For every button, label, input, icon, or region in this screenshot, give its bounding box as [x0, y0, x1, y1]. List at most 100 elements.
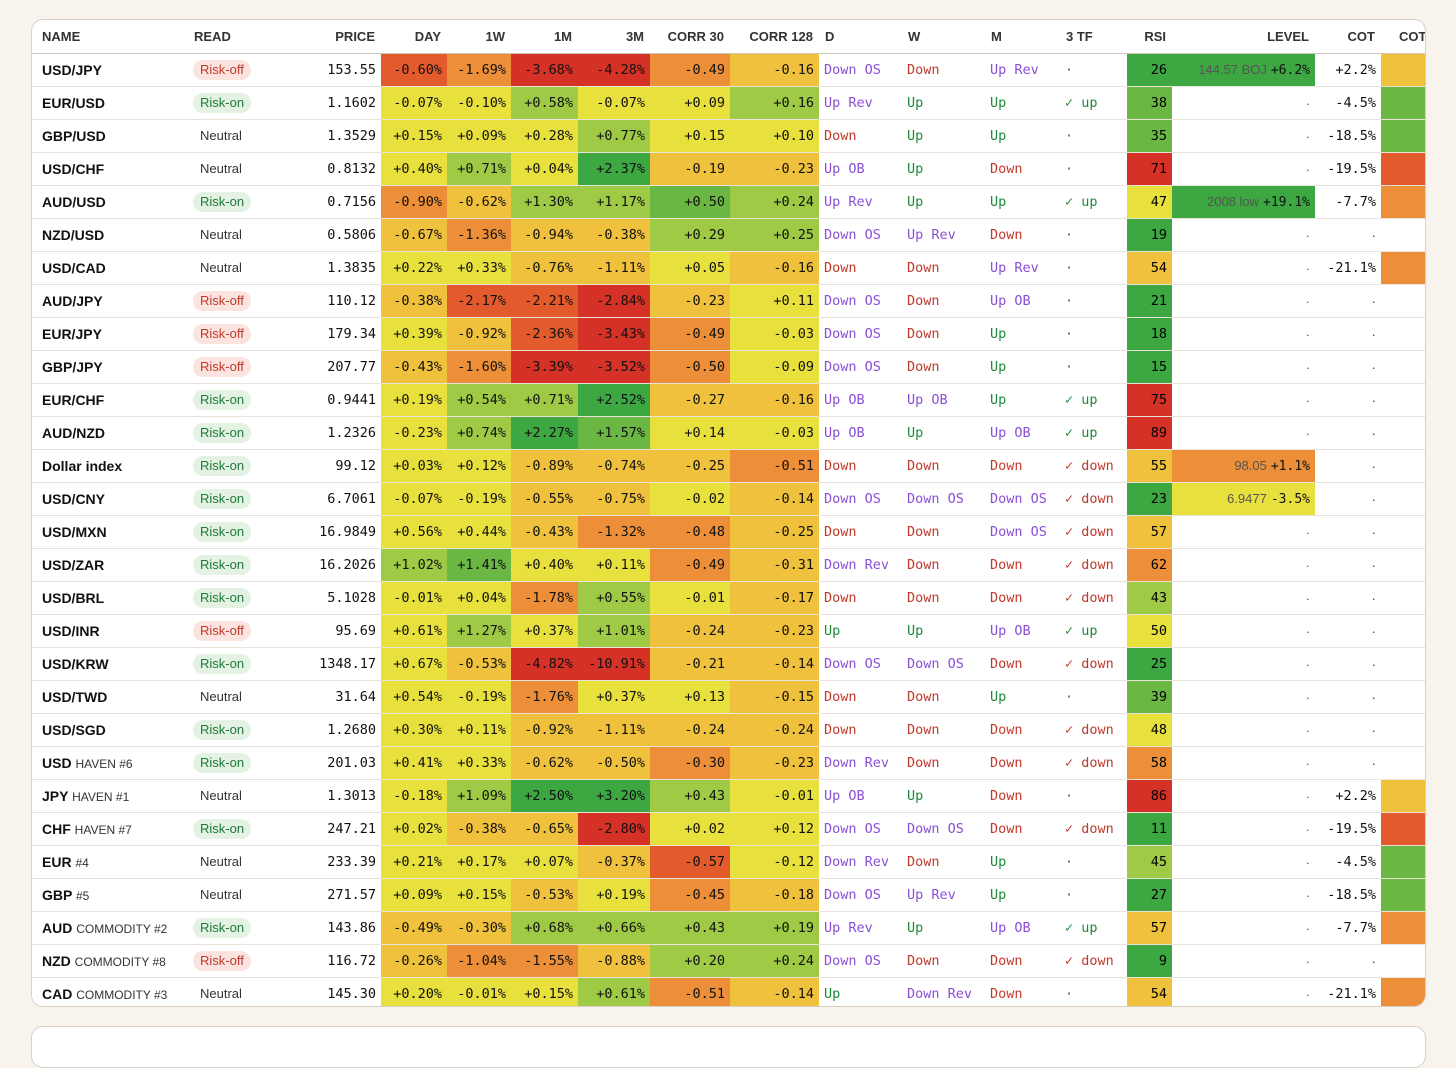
- cot-cell: -19.5%: [1315, 812, 1381, 846]
- col-header-3m[interactable]: 3M: [578, 20, 650, 54]
- pair-rank-label: HAVEN #7: [74, 823, 132, 837]
- level-pct: ·: [1305, 392, 1310, 408]
- col-header-level[interactable]: LEVEL: [1172, 20, 1315, 54]
- 3month-change-cell: +0.19%: [578, 878, 650, 912]
- col-header-3-tf[interactable]: 3 TF: [1060, 20, 1127, 54]
- table-row[interactable]: USD/ZAR Risk-on 16.2026 +1.02% +1.41% +0.40% +…: [32, 548, 1425, 582]
- pair-name[interactable]: USD/KRW: [32, 647, 188, 681]
- pair-name[interactable]: GBP/JPY: [32, 350, 188, 384]
- col-header-price[interactable]: PRICE: [266, 20, 381, 54]
- pair-name-label: GBP/JPY: [42, 359, 103, 375]
- pair-name[interactable]: EUR/CHF: [32, 383, 188, 417]
- col-header-corr-128[interactable]: CORR 128: [730, 20, 819, 54]
- col-header-m[interactable]: M: [985, 20, 1060, 54]
- pair-name[interactable]: AUD COMMODITY #2: [32, 911, 188, 945]
- price-cell: 1.3013: [266, 779, 381, 813]
- cot-pct-cell: ·: [1381, 581, 1425, 615]
- table-row[interactable]: GBP/USD Neutral 1.3529 +0.15% +0.09% +0.28% +0…: [32, 119, 1425, 153]
- corr128-cell: +0.10: [730, 119, 819, 153]
- corr128-cell: -0.25: [730, 515, 819, 549]
- table-row[interactable]: EUR #4 Neutral 233.39 +0.21% +0.17% +0.07% -0.…: [32, 845, 1425, 879]
- month-change-cell: -2.36%: [511, 317, 578, 351]
- pair-name[interactable]: USD/CAD: [32, 251, 188, 285]
- table-row[interactable]: AUD COMMODITY #2 Risk-on 143.86 -0.49% -0.30…: [32, 911, 1425, 945]
- table-row[interactable]: JPY HAVEN #1 Neutral 1.3013 -0.18% +1.09% +2.…: [32, 779, 1425, 813]
- table-row[interactable]: USD/CHF Neutral 0.8132 +0.40% +0.71% +0.04% +2…: [32, 152, 1425, 186]
- monthly-trend-cell: Up OB: [985, 416, 1060, 450]
- read-cell: Risk-on: [188, 86, 266, 120]
- level-pct: ·: [1305, 887, 1310, 903]
- pair-name[interactable]: USD/JPY: [32, 53, 188, 87]
- 3month-change-cell: -0.88%: [578, 944, 650, 978]
- pair-name[interactable]: NZD COMMODITY #8: [32, 944, 188, 978]
- pair-name[interactable]: USD/INR: [32, 614, 188, 648]
- table-row[interactable]: USD/JPY Risk-off 153.55 -0.60% -1.69% -3.68% -…: [32, 53, 1425, 87]
- pair-name[interactable]: USD/ZAR: [32, 548, 188, 582]
- col-header-cot[interactable]: COT: [1315, 20, 1381, 54]
- pair-name[interactable]: AUD/NZD: [32, 416, 188, 450]
- pair-name[interactable]: USD/MXN: [32, 515, 188, 549]
- level-pct: -3.5%: [1270, 492, 1310, 507]
- table-row[interactable]: USD/KRW Risk-on 1348.17 +0.67% -0.53% -4.82% -…: [32, 647, 1425, 681]
- pair-name[interactable]: CHF HAVEN #7: [32, 812, 188, 846]
- pair-name[interactable]: USD/CHF: [32, 152, 188, 186]
- table-row[interactable]: USD/CNY Risk-on 6.7061 -0.07% -0.19% -0.55% -0…: [32, 482, 1425, 516]
- pair-name[interactable]: EUR/USD: [32, 86, 188, 120]
- col-header-cot-pct[interactable]: COT PCT: [1381, 20, 1425, 54]
- col-header-day[interactable]: DAY: [381, 20, 447, 54]
- pair-name[interactable]: AUD/JPY: [32, 284, 188, 318]
- table-row[interactable]: EUR/USD Risk-on 1.1602 -0.07% -0.10% +0.58% -0…: [32, 86, 1425, 120]
- col-header-name[interactable]: NAME: [32, 20, 188, 54]
- day-change-cell: +0.67%: [381, 647, 447, 681]
- table-row[interactable]: Dollar index Risk-on 99.12 +0.03% +0.12% -0.8…: [32, 449, 1425, 483]
- pair-name[interactable]: USD/CNY: [32, 482, 188, 516]
- table-row[interactable]: AUD/NZD Risk-on 1.2326 -0.23% +0.74% +2.27% +1…: [32, 416, 1425, 450]
- pair-name[interactable]: CAD COMMODITY #3: [32, 978, 188, 1007]
- table-row[interactable]: AUD/JPY Risk-off 110.12 -0.38% -2.17% -2.21% -…: [32, 284, 1425, 318]
- table-row[interactable]: NZD COMMODITY #8 Risk-off 116.72 -0.26% -1.0…: [32, 944, 1425, 978]
- table-row[interactable]: USD/MXN Risk-on 16.9849 +0.56% +0.44% -0.43% -…: [32, 515, 1425, 549]
- pair-name[interactable]: USD/TWD: [32, 680, 188, 714]
- week-change-cell: -2.17%: [447, 284, 511, 318]
- pair-name[interactable]: USD/BRL: [32, 581, 188, 615]
- table-row[interactable]: USD/TWD Neutral 31.64 +0.54% -0.19% -1.76% +0.…: [32, 680, 1425, 714]
- col-header-rsi[interactable]: RSI: [1127, 20, 1172, 54]
- col-header-read[interactable]: READ: [188, 20, 266, 54]
- read-cell: Risk-off: [188, 284, 266, 318]
- table-row[interactable]: EUR/JPY Risk-off 179.34 +0.39% -0.92% -2.36% -…: [32, 317, 1425, 351]
- pair-name[interactable]: USD HAVEN #6: [32, 746, 188, 780]
- month-change-cell: -3.68%: [511, 53, 578, 87]
- table-row[interactable]: USD HAVEN #6 Risk-on 201.03 +0.41% +0.33% -0.…: [32, 746, 1425, 780]
- cot-pct-cell: 78: [1381, 977, 1425, 1006]
- col-header-1w[interactable]: 1W: [447, 20, 511, 54]
- table-row[interactable]: USD/CAD Neutral 1.3835 +0.22% +0.33% -0.76% -1…: [32, 251, 1425, 285]
- pair-name[interactable]: JPY HAVEN #1: [32, 779, 188, 813]
- table-row[interactable]: USD/BRL Risk-on 5.1028 -0.01% +0.04% -1.78% +0…: [32, 581, 1425, 615]
- table-row[interactable]: GBP #5 Neutral 271.57 +0.09% +0.15% -0.53% +0.…: [32, 878, 1425, 912]
- col-header-w[interactable]: W: [902, 20, 985, 54]
- table-row[interactable]: CHF HAVEN #7 Risk-on 247.21 +0.02% -0.38% -0.…: [32, 812, 1425, 846]
- table-row[interactable]: GBP/JPY Risk-off 207.77 -0.43% -1.60% -3.39% -…: [32, 350, 1425, 384]
- table-row[interactable]: EUR/CHF Risk-on 0.9441 +0.19% +0.54% +0.71% +2…: [32, 383, 1425, 417]
- pair-name[interactable]: EUR/JPY: [32, 317, 188, 351]
- col-header-d[interactable]: D: [819, 20, 902, 54]
- pair-name[interactable]: Dollar index: [32, 449, 188, 483]
- day-change-cell: +0.39%: [381, 317, 447, 351]
- pair-name[interactable]: EUR #4: [32, 845, 188, 879]
- table-row[interactable]: USD/INR Risk-off 95.69 +0.61% +1.27% +0.37% +1…: [32, 614, 1425, 648]
- table-row[interactable]: NZD/USD Neutral 0.5806 -0.67% -1.36% -0.94% -0…: [32, 218, 1425, 252]
- table-row[interactable]: CAD COMMODITY #3 Neutral 145.30 +0.20% -0.01…: [32, 977, 1425, 1007]
- table-row[interactable]: AUD/USD Risk-on 0.7156 -0.90% -0.62% +1.30% +1…: [32, 185, 1425, 219]
- col-header-corr-30[interactable]: CORR 30: [650, 20, 730, 54]
- risk-badge: Neutral: [200, 887, 242, 902]
- col-header-1m[interactable]: 1M: [511, 20, 578, 54]
- pair-name[interactable]: USD/SGD: [32, 713, 188, 747]
- pair-name[interactable]: AUD/USD: [32, 185, 188, 219]
- table-row[interactable]: USD/SGD Risk-on 1.2680 +0.30% +0.11% -0.92% -1…: [32, 713, 1425, 747]
- pair-name[interactable]: GBP #5: [32, 878, 188, 912]
- cot-cell: ·: [1315, 218, 1381, 252]
- pair-name[interactable]: NZD/USD: [32, 218, 188, 252]
- pair-name[interactable]: GBP/USD: [32, 119, 188, 153]
- corr30-cell: -0.45: [650, 878, 730, 912]
- day-change-cell: +0.03%: [381, 449, 447, 483]
